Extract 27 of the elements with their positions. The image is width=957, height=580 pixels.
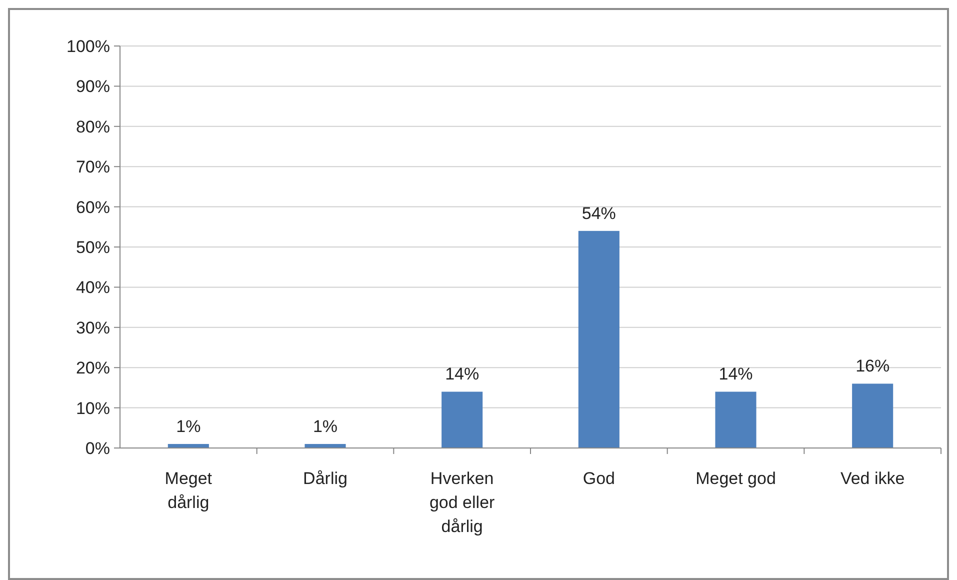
x-tick-label: Meget dårlig [164, 469, 212, 512]
y-tick-label: 50% [76, 238, 110, 257]
y-tick-label: 10% [76, 398, 110, 418]
y-tick-label: 90% [76, 77, 110, 96]
data-label: 16% [856, 356, 890, 376]
y-tick-label: 0% [85, 438, 110, 458]
y-tick-label: 70% [76, 158, 110, 177]
data-label: 14% [445, 364, 480, 384]
y-tick-label: 100% [66, 36, 110, 56]
x-tick-label: God [582, 469, 615, 488]
bar [442, 392, 483, 448]
data-label: 14% [718, 364, 753, 384]
bar [852, 384, 894, 448]
x-tick-label: Hverken god eller dårlig [429, 469, 496, 536]
bar [715, 392, 756, 448]
x-tick-label: Meget god [696, 469, 776, 488]
data-label: 1% [312, 416, 338, 436]
x-tick-label: Dårlig [303, 469, 348, 488]
y-tick-label: 30% [76, 318, 110, 338]
y-tick-label: 60% [76, 198, 110, 217]
data-label: 54% [582, 204, 616, 223]
bar [578, 230, 620, 448]
y-tick-label: 20% [76, 358, 110, 378]
y-tick-label: 40% [76, 278, 110, 298]
y-tick-label: 80% [76, 117, 110, 136]
data-label: 1% [176, 416, 201, 436]
x-tick-label: Ved ikke [840, 469, 905, 488]
